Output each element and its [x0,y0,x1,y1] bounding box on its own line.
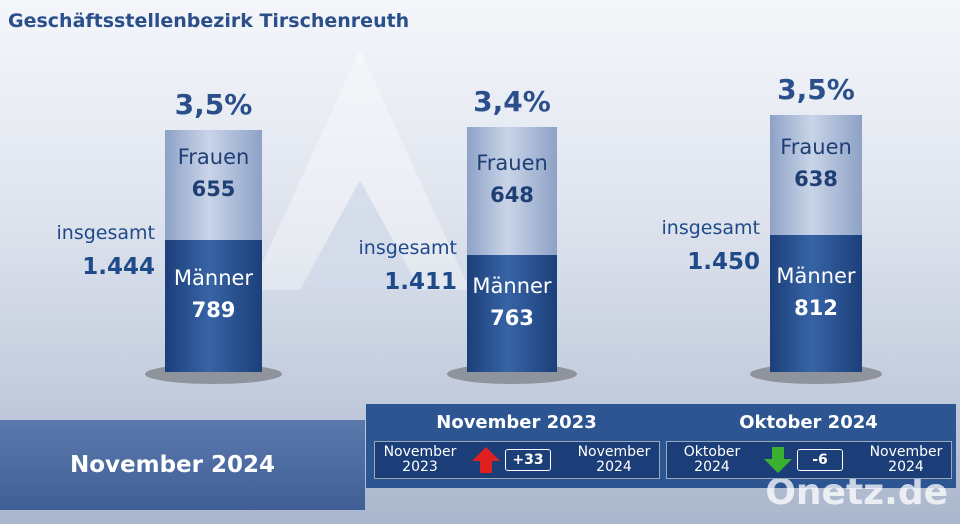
from-text: Oktober [683,444,741,460]
total-label: insgesamt [358,237,457,259]
to-text: 2024 [596,459,632,475]
trend-arrow [764,447,792,473]
total-label: insgesamt [56,222,155,244]
total: insgesamt 1.411 [327,237,457,295]
title: Geschäftsstellenbezirk Tirschenreuth [8,10,410,32]
change-value: +33 [505,449,551,471]
total-value: 1.411 [384,269,457,295]
to-period: November 2024 [573,445,655,475]
women-segment: Frauen 655 [165,130,262,240]
women-segment: Frauen 638 [770,115,862,235]
comparison-heading: November 2023 [436,412,597,433]
from-text: November [383,444,457,460]
cylinder: Frauen 655 Männer 789 [165,130,262,372]
total-label: insgesamt [661,217,760,239]
from-period: November 2023 [379,445,461,475]
to-text: November [577,444,651,460]
total: insgesamt 1.444 [25,222,155,280]
comparison-box: Oktober 2024 November 2024 -6 [666,441,952,479]
men-value: 789 [191,298,236,322]
rate: 3,4% [473,85,551,118]
to-period: November 2024 [865,445,947,475]
comparison-box: November 2023 November 2024 +33 [374,441,660,479]
total: insgesamt 1.450 [630,217,760,275]
from-text: 2023 [402,459,438,475]
men-label: Männer [776,263,856,288]
total-value: 1.444 [82,254,155,280]
change-value: -6 [797,449,843,471]
total-value: 1.450 [687,249,760,275]
to-text: 2024 [888,459,924,475]
men-segment: Männer 812 [770,235,862,372]
cylinder: Frauen 638 Männer 812 [770,115,862,372]
men-segment: Männer 789 [165,240,262,372]
women-value: 648 [490,183,534,207]
cylinder: Frauen 648 Männer 763 [467,127,557,372]
women-label: Frauen [476,151,548,175]
rate: 3,5% [174,88,253,121]
women-value: 655 [191,177,236,201]
comparison-heading: Oktober 2024 [739,412,878,433]
decor [250,50,470,290]
to-text: November [869,444,943,460]
men-value: 763 [490,305,534,330]
men-label: Männer [173,266,254,290]
trend-arrow [472,447,500,473]
current-period: November 2024 [69,452,276,478]
men-label: Männer [472,273,552,298]
from-text: 2024 [694,459,730,475]
women-segment: Frauen 648 [467,127,557,255]
from-period: Oktober 2024 [671,445,753,475]
women-label: Frauen [177,145,250,169]
men-segment: Männer 763 [467,255,557,372]
rate: 3,5% [777,73,855,106]
women-label: Frauen [780,135,852,159]
period-band [0,420,365,510]
men-value: 812 [794,295,838,320]
women-value: 638 [794,167,838,191]
